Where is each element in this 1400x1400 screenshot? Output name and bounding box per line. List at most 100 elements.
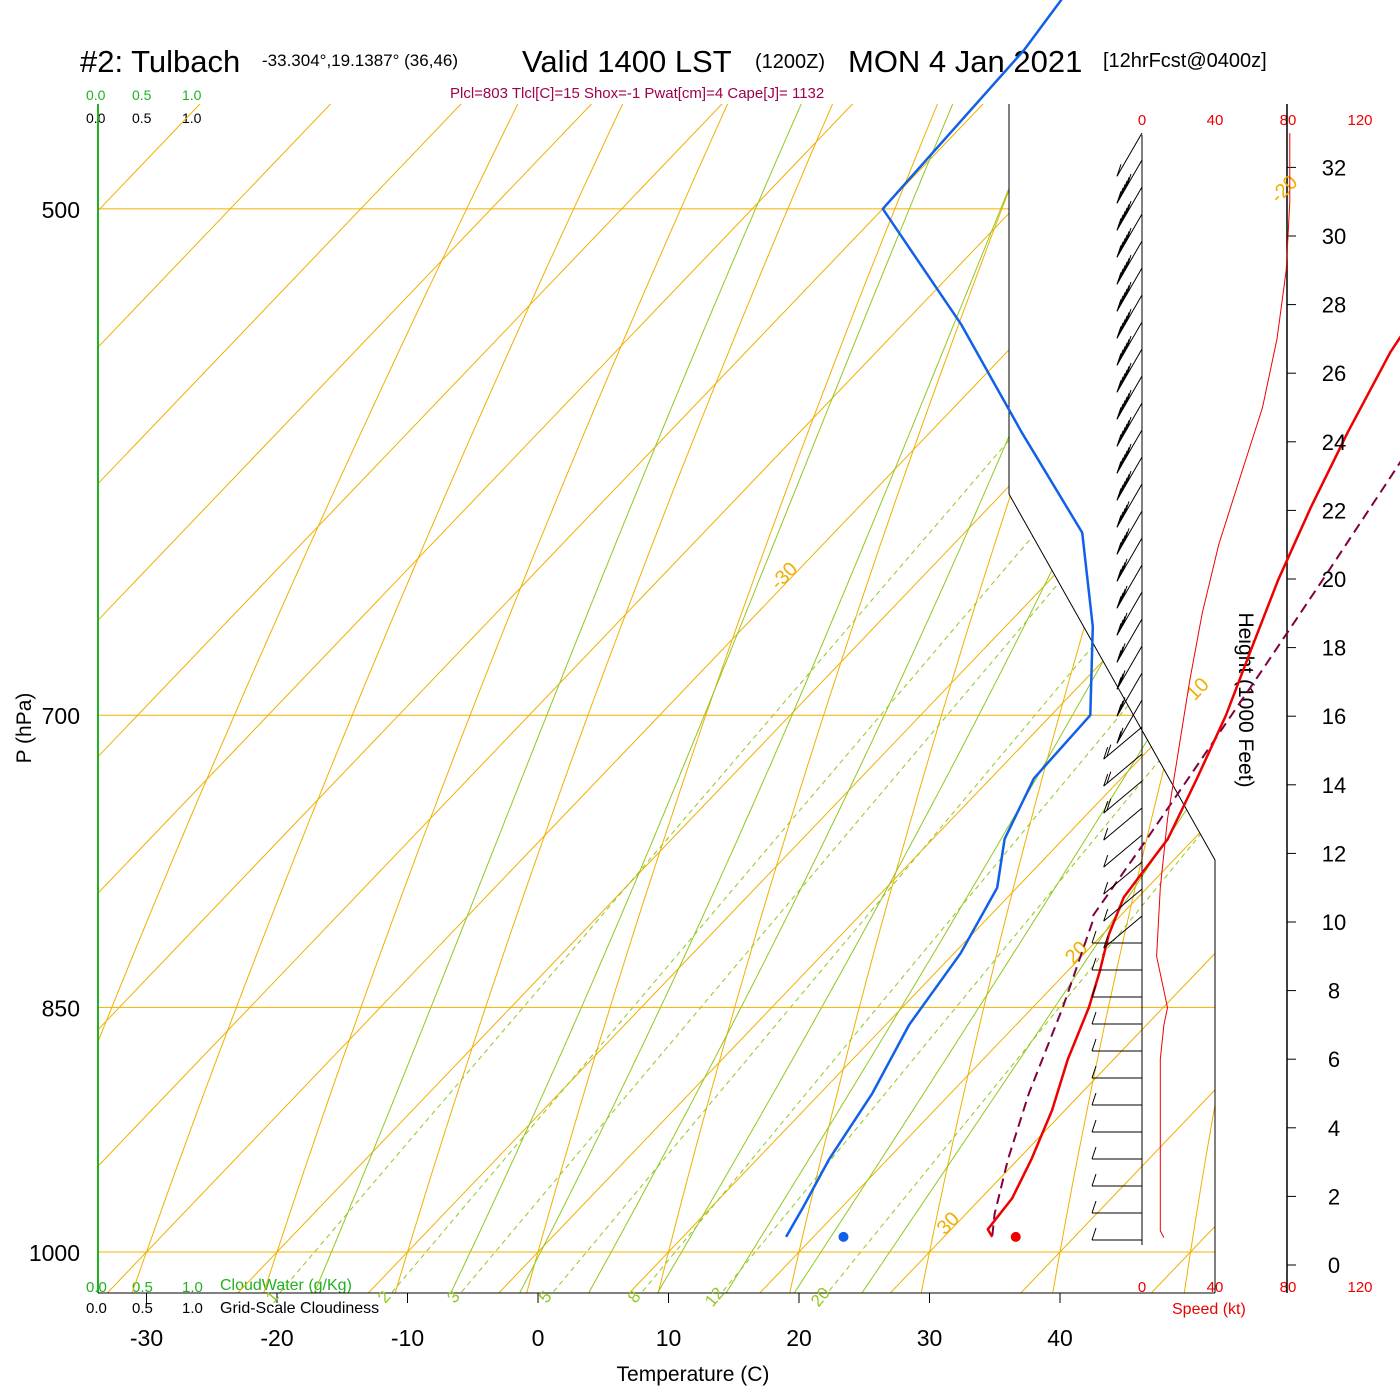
wind-barb-feather: [1091, 1038, 1097, 1052]
wind-barb-feather: [1116, 731, 1122, 744]
speed-tick-bottom: 80: [1280, 1279, 1297, 1296]
temperature-tick-label: 30: [917, 1325, 943, 1351]
wind-barb-feather: [1118, 565, 1124, 578]
wind-barb-feather: [1116, 623, 1122, 636]
temperature-tick-label: 20: [786, 1325, 812, 1351]
wind-barb: [1103, 861, 1143, 895]
top-green-tick: 1.0: [182, 87, 202, 103]
height-tick-label: 28: [1322, 293, 1346, 318]
wind-barb: [1103, 807, 1143, 841]
wind-barb-feather: [1118, 700, 1124, 713]
wind-barb-feather: [1122, 558, 1128, 572]
valid-zulu: (1200Z): [755, 51, 825, 73]
mixing-ratio-label: 20: [807, 1284, 834, 1311]
pressure-axis: 2503004005007008501000: [29, 197, 80, 1266]
station-title: #2: Tulbach: [80, 44, 240, 79]
wind-barb-feather: [1091, 1173, 1097, 1187]
bottom-black-tick: 0.5: [132, 1300, 153, 1317]
height-tick-label: 14: [1322, 773, 1346, 798]
wind-barb-feather: [1116, 569, 1122, 582]
wind-barb-feather: [1118, 187, 1124, 200]
wind-barb-feather: [1118, 511, 1124, 524]
wind-barb: [1103, 753, 1143, 787]
wind-barb-feather: [1120, 535, 1126, 548]
valid-date: MON 4 Jan 2021: [848, 44, 1082, 79]
wind-barb-feather: [1116, 380, 1122, 393]
wind-barb-feather: [1122, 315, 1128, 329]
top-black-tick: 1.0: [182, 110, 202, 126]
height-tick-label: 4: [1328, 1116, 1340, 1141]
wind-barb-feather: [1116, 596, 1122, 609]
wind-barb-feather: [1122, 288, 1128, 302]
wind-barb-feather: [1118, 457, 1124, 470]
wind-barb-feather: [1116, 434, 1122, 447]
pressure-tick-label: 850: [42, 995, 80, 1021]
wind-barb-feather: [1091, 1065, 1097, 1079]
wind-barb-feather: [1122, 234, 1128, 248]
wind-barb-feather: [1124, 231, 1130, 244]
wind-barb-feather: [1091, 930, 1097, 944]
wind-barb-feather: [1116, 704, 1122, 717]
wind-barb-feather: [1120, 373, 1126, 386]
isotherm-label: 10: [1182, 674, 1213, 705]
wind-barb-feather: [1118, 592, 1124, 605]
wind-barb-feather: [1103, 935, 1109, 949]
dry-adiabat-line: [901, 104, 1215, 1293]
stability-indices: Plcl=803 Tlcl[C]=15 Shox=-1 Pwat[cm]=4 C…: [450, 85, 824, 102]
wind-barb-feather: [1124, 312, 1130, 325]
speed-tick-bottom: 0: [1138, 1279, 1146, 1296]
wind-barb-feather: [1126, 335, 1132, 349]
height-tick-label: 26: [1322, 361, 1346, 386]
height-tick-label: 20: [1322, 567, 1346, 592]
bottom-black-tick: 0.0: [86, 1300, 107, 1317]
temperature-trace: [986, 335, 1400, 1238]
dry-adiabat-line: [1169, 104, 1215, 1293]
height-tick-label: 8: [1328, 979, 1340, 1004]
top-green-tick: 0.0: [86, 87, 106, 103]
plot-frame: [97, 104, 1288, 1294]
wind-barb-feather: [1120, 670, 1126, 683]
wind-barb-feather: [1126, 470, 1132, 484]
dry-adiabat-line: [632, 104, 1215, 1293]
wind-barb-feather: [1120, 481, 1126, 494]
wind-barb-feather: [1122, 477, 1128, 491]
wind-barb-feather: [1116, 650, 1122, 663]
wind-barb-feather: [1118, 349, 1124, 362]
wind-barb-feather: [1124, 258, 1130, 271]
height-tick-label: 2: [1328, 1184, 1340, 1209]
speed-tick-bottom: 120: [1347, 1279, 1372, 1296]
station-coords: -33.304°,19.1387° (36,46): [262, 51, 458, 70]
wind-barb-feather: [1120, 697, 1126, 710]
mixing-ratio-line: [304, 104, 1215, 1293]
height-tick-label: 32: [1322, 155, 1346, 180]
temperature-tick-label: 10: [656, 1325, 682, 1351]
wind-barb-feather: [1122, 585, 1128, 599]
wind-barb-feather: [1126, 281, 1132, 295]
wind-barb-feather: [1120, 454, 1126, 467]
top-black-tick: 0.0: [86, 110, 106, 126]
bottom-green-tick: 0.5: [132, 1279, 153, 1296]
wind-barb-feather: [1118, 403, 1124, 416]
temperature-tick-label: -10: [391, 1325, 424, 1351]
wind-barb-feather: [1122, 261, 1128, 275]
wind-barb-feather: [1120, 562, 1126, 575]
wind-barb-feather: [1091, 1227, 1097, 1241]
wind-barb-feather: [1118, 727, 1124, 740]
wind-barb-feather: [1116, 245, 1122, 258]
height-tick-label: 30: [1322, 224, 1346, 249]
wind-barb-feather: [1122, 180, 1128, 194]
wind-barb-feather: [1122, 423, 1128, 437]
cloudiness-label: Grid-Scale Cloudiness: [220, 1300, 379, 1317]
isotherm-line: [270, 104, 1215, 1293]
wind-barb-feather: [1120, 319, 1126, 332]
bottom-black-tick: 1.0: [182, 1300, 203, 1317]
right-boundary-line: [1008, 104, 1216, 1293]
wind-barb-feather: [1103, 773, 1109, 787]
moist-adiabat-line: [596, 104, 1215, 1293]
parcel-trace: [991, 460, 1400, 1238]
wind-barb-feather: [1124, 339, 1130, 352]
wind-barb-feather: [1120, 184, 1126, 197]
